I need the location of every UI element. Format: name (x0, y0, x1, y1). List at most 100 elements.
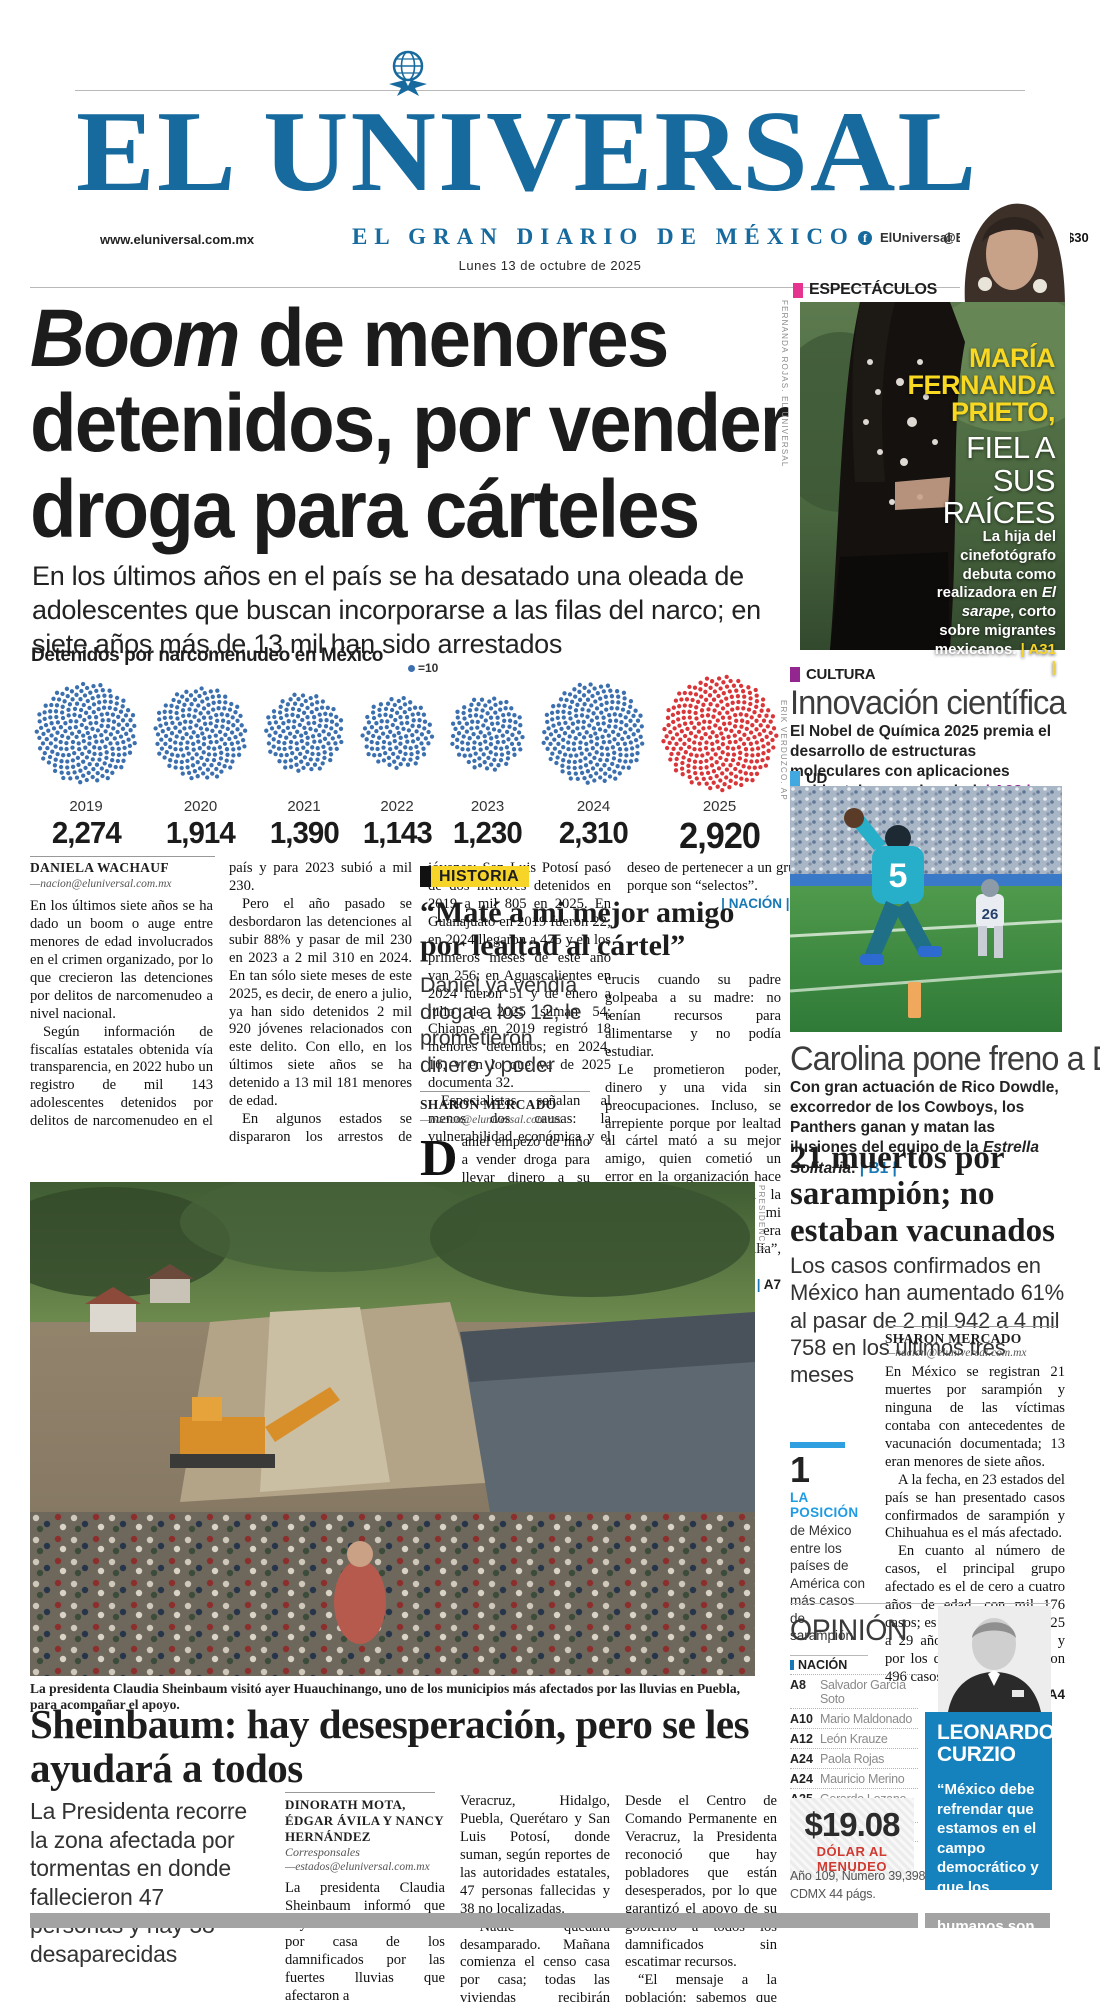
entertainment-photo-credit: FERNANDA ROJAS. EL UNIVERSAL (780, 300, 789, 468)
sarampion-byline: SHARON MERCADO (885, 1331, 1022, 1346)
dot-chart-column: 2019 2,274 (32, 672, 140, 851)
lead-headline: Boom de menores detenidos, por vender dr… (30, 296, 793, 552)
minors-paragraph: Pero el año pasado se desbordaron las de… (229, 895, 412, 1110)
sarampion-p2: A la fecha, en 23 estados del país se ha… (885, 1471, 1065, 1542)
curzio-quote: “México debe refrendar que estamos en el… (937, 1781, 1039, 1955)
dot-chart-value: 2,920 (679, 815, 761, 856)
sheinbaum-byline: DINORATH MOTA, ÉDGAR ÁVILA Y NANCY HERNÁ… (285, 1797, 444, 1844)
dot-chart-year: 2021 (287, 798, 321, 815)
espectaculos-name: MARÍA FERNANDA PRIETO, FIEL A SUS RAÍCES (890, 343, 1056, 531)
opinion-row-author: Mario Maldonado (820, 1711, 913, 1726)
sheinbaum-email: —estados@eluniversal.com.mx (285, 1861, 430, 1873)
header-divider (30, 287, 1070, 288)
sarampion-deck: Los casos confirmados en México han aume… (790, 1253, 1065, 1388)
sheinbaum-role: Corresponsales (285, 1845, 360, 1859)
opinion-row-author: Mauricio Merino (820, 1771, 905, 1786)
espectaculos-label-text: ESPECTÁCULOS (809, 281, 937, 298)
lead-deck: En los últimos años en el país se ha des… (32, 561, 761, 659)
historia-tag: HISTORIA (420, 866, 530, 887)
opinion-row[interactable]: A8 Salvador García Soto (790, 1675, 918, 1709)
espectaculos-sub-line: RAÍCES (942, 495, 1056, 531)
jersey-number: 5 (889, 857, 908, 895)
sarampion-email: —nacion@eluniversal.com.mx (885, 1347, 1027, 1359)
opinion-row-page: A12 (790, 1731, 813, 1746)
dot-chart-column: 2025 2,920 (659, 672, 780, 857)
espectaculos-name-line: PRIETO, (950, 397, 1056, 427)
entertainment-photo-head (960, 192, 1070, 304)
opinion-row-author: León Krauze (820, 1731, 888, 1746)
curzio-name-line2: CURZIO (937, 1743, 1016, 1767)
deportes-label-text: UD (806, 770, 828, 787)
deportes-page-ref[interactable]: | B1 | (859, 1159, 897, 1177)
masthead-tagline: EL GRAN DIARIO DE MÉXICO (352, 224, 855, 249)
dot-chart-row: 2019 2,274 2020 1,914 2021 1,390 2022 1,143 2023… (32, 672, 780, 857)
deportes-square-icon (790, 771, 800, 786)
sarampion-byline-rule (885, 1326, 1057, 1327)
deportes-deck: Con gran actuación de Rico Dowdle, excor… (790, 1079, 1059, 1177)
deportes-headline: Carolina pone freno a Dallas (790, 1040, 1100, 1078)
sheinbaum-col3: Veracruz, Hidalgo, Puebla, Querétaro y S… (460, 1793, 610, 2002)
historia-tag-label: HISTORIA (431, 866, 530, 887)
sheinbaum-col4-p1: Desde el Centro de Comando Permanente en… (625, 1793, 777, 1971)
minors-byline: DANIELA WACHAUF (30, 860, 169, 875)
sheinbaum-col3-p2: “Nadie quedará desamparado. Mañana comie… (460, 1919, 610, 2002)
opinion-divider (790, 1603, 1050, 1604)
espectaculos-sub-line: SUS (992, 462, 1056, 498)
price-label: $30 (1067, 230, 1089, 245)
lead-headline-boom: Boom (30, 293, 240, 384)
opinion-row[interactable]: A24 Mauricio Merino (790, 1769, 918, 1789)
globe-logo-icon (385, 48, 431, 105)
dot-chart-year: 2022 (380, 798, 414, 815)
dot-chart-year: 2025 (702, 798, 737, 815)
dot-chart-column: 2024 2,310 (539, 672, 648, 851)
main-photo-credit: PRESIDENCIA (757, 1185, 766, 1253)
factoid-title: LA POSICIÓN (790, 1490, 859, 1520)
dot-chart-column: 2023 1,230 (447, 672, 528, 851)
dot-chart-column: 2022 1,143 (358, 672, 436, 851)
espectaculos-square-icon (793, 282, 803, 298)
edition-info: Año 109, Número 39,398 CDMX 44 págs. (790, 1868, 925, 1903)
espectaculos-page-ref[interactable]: | A31 | (1020, 640, 1056, 677)
curzio-photo (938, 1606, 1051, 1712)
opinion-row-author: Paola Rojas (820, 1751, 885, 1766)
chart-legend-label: =10 (418, 661, 439, 675)
sheinbaum-col3-p1: Veracruz, Hidalgo, Puebla, Querétaro y S… (460, 1793, 610, 1917)
curzio-page-ref[interactable]: |A25| (1006, 1965, 1040, 1982)
dot-chart-value: 1,914 (166, 815, 236, 850)
factoid-number: 1 (790, 1449, 811, 1490)
dot-chart-year: 2019 (69, 798, 103, 815)
opinion-row-page: A8 (790, 1677, 806, 1692)
historia-email: —nacion@eluniversal.com.mx (420, 1113, 562, 1126)
dateline: Lunes 13 de octubre de 2025 (458, 258, 642, 273)
masthead-title: EL UNIVERSAL (76, 88, 979, 216)
masthead-rule (75, 90, 1025, 91)
sarampion-byline-wrap: SHARON MERCADO —nacion@eluniversal.com.m… (885, 1331, 1065, 1359)
chart-legend: =10 (408, 661, 438, 675)
dot-chart-column: 2021 1,390 (261, 672, 347, 851)
cultura-headline: Innovación científica (790, 684, 1067, 722)
dollar-value: $19.08 (804, 1806, 901, 1843)
historia-deck: Daniel ya vendía droga a los 12; le prom… (420, 973, 582, 1077)
facebook-handle[interactable]: ElUniversal (880, 230, 951, 245)
opinion-section-label: NACIÓN (798, 1658, 848, 1672)
espectaculos-name-line: FERNANDA (907, 370, 1056, 400)
minors-paragraph: En algunos estados se dispararon los arr… (229, 860, 611, 1146)
masthead-url[interactable]: www.eluniversal.com.mx (100, 232, 255, 247)
opinion-row[interactable]: A12 León Krauze (790, 1729, 918, 1749)
dollar-label: DÓLAR AL MENUDEO (816, 1844, 888, 1874)
masthead-social: f ElUniversal (858, 230, 951, 245)
cultura-square-icon (790, 667, 800, 682)
espectaculos-sub-line: FIEL A (966, 430, 1055, 465)
sheinbaum-byline-col: DINORATH MOTA, ÉDGAR ÁVILA Y NANCY HERNÁ… (285, 1792, 445, 2002)
historia-tag-block (420, 866, 431, 887)
historia-byline: SHARON MERCADO (420, 1096, 557, 1112)
espectaculos-label: ESPECTÁCULOS (793, 281, 937, 299)
opinion-row[interactable]: A10 Mario Maldonado (790, 1709, 918, 1729)
minors-body: En los últimos siete años se ha dado un … (30, 860, 810, 1148)
dot-chart-column: 2020 1,914 (151, 672, 250, 851)
opinion-row[interactable]: A24 Paola Rojas (790, 1749, 918, 1769)
opinion-section-square-icon (790, 1660, 794, 1670)
dot-chart-value: 2,274 (51, 815, 122, 850)
espectaculos-name-line: MARÍA (969, 343, 1056, 373)
